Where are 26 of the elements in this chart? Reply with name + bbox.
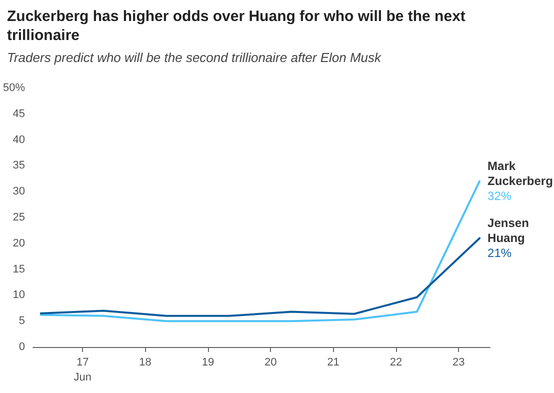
y-tick-label: 35 (12, 160, 26, 172)
y-tick-label: 40 (12, 134, 26, 146)
x-tick-label: 18 (139, 356, 152, 368)
data-label: 32% (488, 189, 512, 204)
y-tick-label: 45 (12, 108, 26, 120)
y-tick-label: 50% (2, 82, 26, 94)
x-tick-label: 17 Jun (74, 356, 92, 384)
x-tick-label: 23 (452, 356, 465, 368)
x-tick-label: 22 (390, 356, 402, 368)
y-tick-label: 15 (12, 263, 26, 276)
x-tick-label: 19 (202, 356, 214, 368)
y-tick-label: 25 (12, 212, 26, 224)
chart-subtitle: Traders predict who will be the second trillionaire after Elon Musk (7, 50, 383, 65)
y-tick-label: 5 (18, 315, 26, 328)
line-series (40, 180, 481, 322)
line-series (40, 237, 481, 317)
y-tick-label: 10 (12, 289, 26, 302)
y-tick-label: 0 (18, 341, 26, 353)
y-tick-label: 30 (12, 186, 26, 198)
data-label: 21% (488, 246, 512, 260)
series-label: Mark Zuckerberg (488, 159, 553, 188)
x-tick-label: 21 (327, 356, 340, 368)
y-tick-label: 20 (12, 237, 26, 250)
x-tick-label: 20 (264, 356, 277, 368)
series-label: Jensen Huang (488, 216, 529, 246)
chart-title: Zuckerberg has higher odds over Huang for who will be the next trillionaire (7, 8, 470, 44)
